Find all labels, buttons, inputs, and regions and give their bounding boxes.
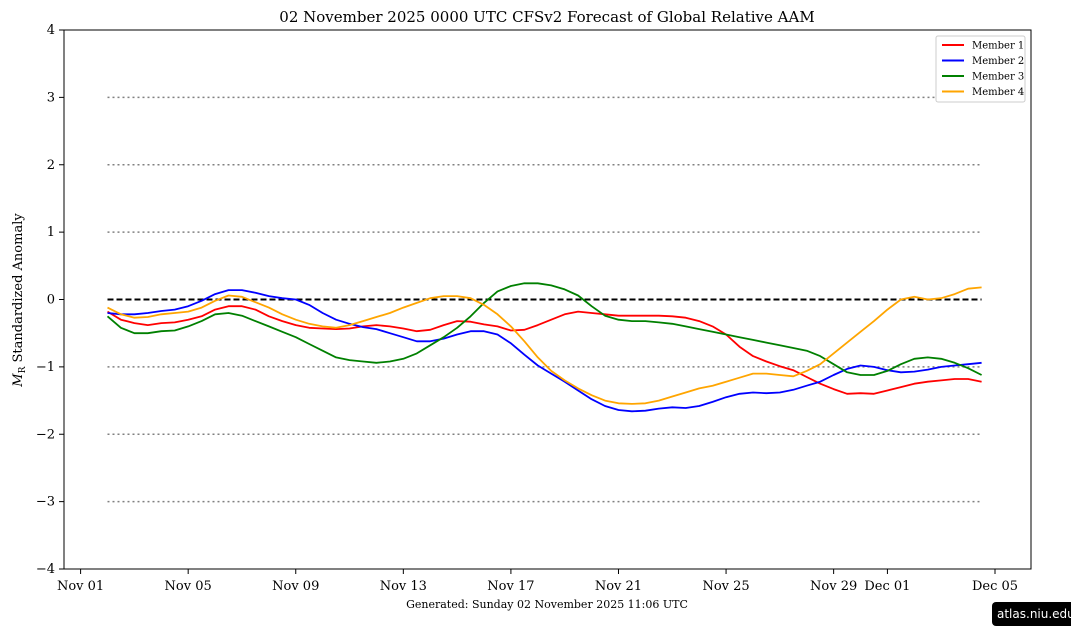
y-tick-label: −1 (36, 360, 55, 375)
x-tick-label: Nov 25 (702, 579, 749, 594)
y-tick-label: −4 (36, 562, 55, 577)
legend-label-member-3: Member 3 (972, 72, 1024, 83)
y-axis-label-text: Standardized Anomaly (11, 213, 26, 367)
x-tick-label: Nov 05 (165, 579, 212, 594)
x-tick-label: Nov 09 (272, 579, 319, 594)
y-axis-label-subscript: R (18, 366, 28, 373)
x-tick-label: Dec 01 (864, 579, 910, 594)
series-line-member-4 (107, 286, 982, 405)
chart-title: 02 November 2025 0000 UTC CFSv2 Forecast… (279, 8, 814, 26)
series-line-member-3 (106, 282, 983, 376)
y-tick-label: 4 (47, 23, 55, 38)
y-tick-label: −2 (36, 427, 55, 442)
watermark-badge: atlas.niu.edu (992, 602, 1071, 626)
y-axis: 4 3 2 1 0 −1 −2 −3 −4 (36, 23, 64, 577)
x-tick-label: Nov 13 (380, 579, 427, 594)
y-axis-label: MR Standardized Anomaly (11, 213, 28, 388)
legend: Member 1 Member 2 Member 3 Member 4 (935, 35, 1026, 103)
y-tick-label: 1 (47, 225, 55, 240)
x-tick-label: Nov 29 (810, 579, 857, 594)
y-tick-label: −3 (36, 495, 55, 510)
reference-lines (107, 96, 982, 503)
legend-label-member-2: Member 2 (972, 56, 1024, 67)
y-tick-label: 3 (47, 90, 55, 105)
x-tick-label: Nov 01 (57, 579, 104, 594)
y-tick-label: 0 (47, 293, 55, 308)
series-line-member-2 (107, 289, 982, 413)
legend-box (935, 35, 1026, 103)
legend-label-member-1: Member 1 (972, 41, 1024, 52)
series-layer (106, 282, 983, 413)
generated-timestamp: Generated: Sunday 02 November 2025 11:06… (406, 598, 688, 611)
legend-label-member-4: Member 4 (972, 87, 1024, 98)
x-tick-label: Nov 17 (487, 579, 534, 594)
x-axis: Nov 01 Nov 05 Nov 09 Nov 13 Nov 17 Nov 21 Nov … (57, 569, 1018, 594)
x-tick-label: Dec 05 (972, 579, 1018, 594)
series-line-member-1 (107, 305, 982, 395)
y-tick-label: 2 (47, 158, 55, 173)
y-axis-label-symbol: M (11, 373, 26, 388)
x-tick-label: Nov 21 (595, 579, 642, 594)
